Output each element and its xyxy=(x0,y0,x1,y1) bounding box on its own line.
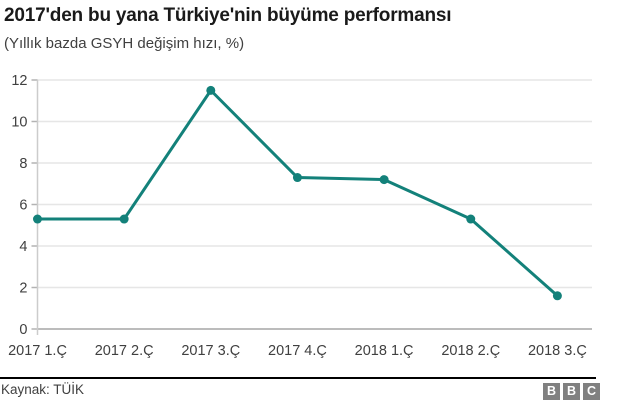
data-point xyxy=(206,85,216,95)
source-label: Kaynak: TÜİK xyxy=(1,382,85,397)
line-chart: 0 2 4 6 8 10 12 2017 1.Ç 2017 2.Ç 2017 3.Ç 2017 4.… xyxy=(8,73,592,359)
y-tick-label: 8 xyxy=(19,156,27,172)
x-axis-label: 2017 3.Ç xyxy=(181,343,240,359)
y-tick-label: 10 xyxy=(11,115,27,131)
y-tick-label: 4 xyxy=(19,239,27,255)
chart-subtitle: (Yıllık bazda GSYH değişim hızı, %) xyxy=(4,35,245,52)
data-point xyxy=(466,214,476,224)
data-point xyxy=(119,214,129,224)
bbc-logo-block-b2: B xyxy=(563,383,580,400)
x-axis-label: 2018 3.Ç xyxy=(528,343,587,359)
data-point xyxy=(552,291,562,301)
y-tick-label: 0 xyxy=(19,322,27,338)
bbc-logo: B B C xyxy=(543,383,600,400)
data-point xyxy=(379,175,389,185)
x-axis-label: 2017 4.Ç xyxy=(268,343,327,359)
data-point xyxy=(33,214,42,224)
chart-title: 2017'den bu yana Türkiye'nin büyüme perf… xyxy=(4,5,452,26)
bbc-logo-block-b1: B xyxy=(543,383,560,400)
x-axis-label: 2017 1.Ç xyxy=(8,343,67,359)
bbc-logo-block-c: C xyxy=(583,383,600,400)
x-axis-label: 2018 1.Ç xyxy=(355,343,414,359)
data-point xyxy=(292,173,302,183)
y-tick-label: 6 xyxy=(19,198,27,214)
x-axis-label: 2017 2.Ç xyxy=(95,343,154,359)
footer-divider xyxy=(0,377,596,379)
y-tick-label: 2 xyxy=(19,281,27,297)
x-axis-label: 2018 2.Ç xyxy=(441,343,500,359)
y-tick-label: 12 xyxy=(11,73,27,89)
